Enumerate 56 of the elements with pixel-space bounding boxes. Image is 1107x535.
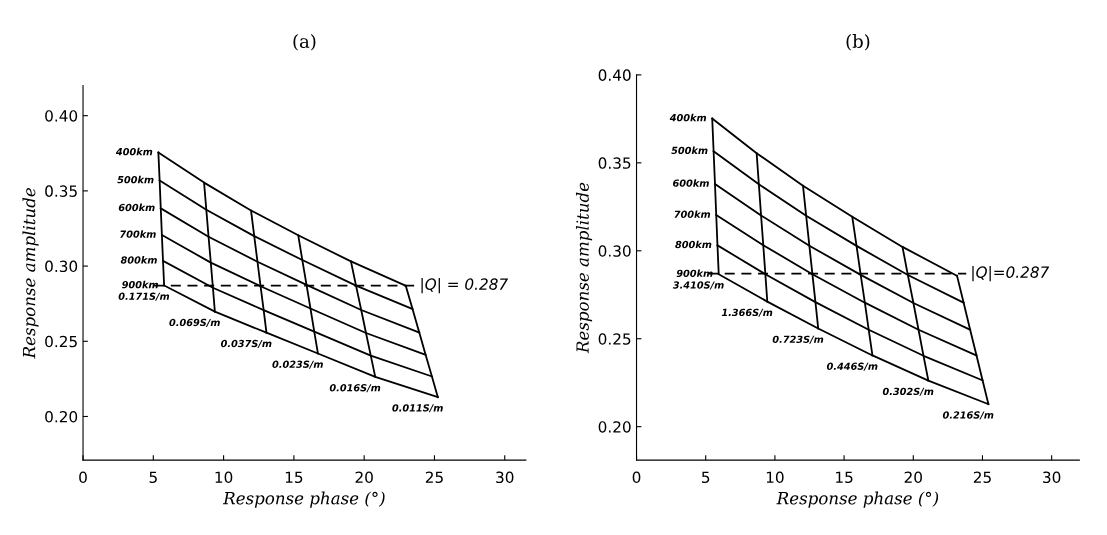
series-label: 0.023S/m: [272, 360, 323, 369]
y-tick-label: 0.35: [45, 185, 77, 197]
series-label: 400km: [115, 147, 153, 156]
chart-title: (a): [293, 34, 316, 51]
series-label: 800km: [120, 256, 157, 264]
series-label: 0.216S/m: [942, 411, 994, 420]
series-label: 700km: [674, 210, 711, 218]
series-label: 600km: [118, 203, 155, 212]
x-tick-label: 25: [973, 471, 991, 484]
y-axis-title: Response amplitude: [22, 188, 39, 359]
y-tick-label: 0.20: [45, 410, 78, 423]
series-label: 0.446S/m: [826, 362, 878, 371]
x-tick-label: 5: [702, 471, 710, 484]
series-label: 400km: [669, 113, 707, 122]
series-label: 0.011S/m: [392, 404, 443, 413]
series-label: 900km: [676, 269, 713, 278]
series-label: 0.723S/m: [772, 335, 824, 344]
x-tick-label: 30: [1043, 471, 1061, 484]
chart-title: (b): [846, 34, 870, 51]
x-tick-label: 0: [632, 471, 641, 484]
x-tick-label: 30: [496, 471, 514, 484]
y-tick-label: 0.30: [598, 245, 631, 257]
series-label: 0.171S/m: [118, 292, 170, 301]
series-label: 900km: [122, 280, 159, 289]
series-label: 500km: [671, 146, 708, 155]
x-tick-label: 15: [285, 471, 303, 484]
x-axis-title: Response phase (°): [222, 491, 385, 508]
y-tick-label: 0.25: [598, 333, 631, 345]
ref-line-label: |Q|=0.287: [972, 266, 1050, 282]
series-label: 0.037S/m: [220, 339, 272, 348]
series-label: 600km: [673, 179, 709, 187]
x-tick-label: 5: [149, 471, 157, 484]
series-label: 3.410S/m: [672, 281, 724, 290]
ref-line-label: |Q| = 0.287: [421, 278, 508, 294]
x-tick-label: 10: [766, 471, 784, 484]
series-label: 800km: [675, 240, 712, 249]
y-axis-title: Response amplitude: [575, 182, 593, 354]
series-label: 0.016S/m: [329, 384, 381, 393]
x-tick-label: 0: [79, 471, 87, 484]
y-tick-label: 0.25: [45, 335, 77, 348]
x-tick-label: 20: [355, 471, 373, 484]
y-tick-label: 0.35: [598, 157, 631, 169]
x-tick-label: 10: [215, 471, 233, 484]
series-label: 0.302S/m: [882, 387, 934, 396]
x-axis-title: Response phase (°): [776, 491, 939, 508]
series-label: 1.366S/m: [721, 308, 773, 317]
y-tick-label: 0.20: [598, 421, 631, 433]
x-tick-label: 25: [425, 471, 443, 484]
series-label: 0.069S/m: [169, 318, 220, 327]
y-tick-label: 0.40: [598, 69, 631, 81]
series-label: 500km: [117, 175, 154, 184]
x-tick-label: 15: [836, 471, 853, 484]
y-tick-label: 0.30: [45, 260, 78, 273]
y-tick-label: 0.40: [45, 110, 78, 122]
series-label: 700km: [120, 230, 156, 238]
x-tick-label: 20: [904, 471, 922, 484]
